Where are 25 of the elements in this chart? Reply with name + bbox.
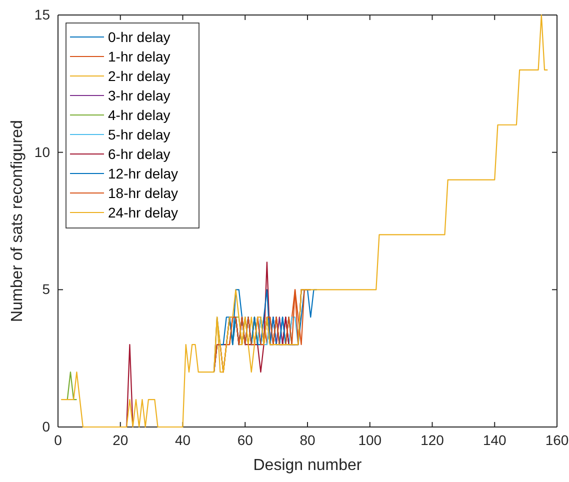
x-tick-label: 160: [545, 432, 569, 448]
y-tick-label: 5: [42, 281, 50, 298]
legend-label: 2-hr delay: [108, 68, 170, 84]
legend-label: 5-hr delay: [108, 126, 170, 142]
x-tick-label: 120: [420, 432, 444, 448]
legend-label: 4-hr delay: [108, 107, 170, 123]
legend-label: 12-hr delay: [108, 166, 178, 182]
y-tick-label: 0: [42, 418, 50, 434]
legend-label: 1-hr delay: [108, 48, 170, 64]
legend-label: 18-hr delay: [108, 185, 178, 201]
x-tick-label: 100: [358, 432, 382, 448]
x-tick-label: 60: [237, 432, 254, 448]
y-tick-label: 15: [34, 6, 50, 22]
x-tick-label: 20: [112, 432, 128, 448]
x-tick-label: 40: [174, 432, 191, 448]
x-tick-label: 80: [300, 432, 316, 448]
y-axis-title: Number of sats reconfigured: [9, 120, 26, 322]
legend-label: 6-hr delay: [108, 146, 170, 162]
x-axis-title: Design number: [253, 457, 362, 474]
legend-label: 24-hr delay: [108, 204, 178, 220]
x-tick-label: 140: [482, 432, 507, 448]
x-tick-label: 0: [54, 432, 62, 448]
legend-label: 0-hr delay: [108, 29, 170, 45]
legend-label: 3-hr delay: [108, 88, 170, 104]
y-tick-label: 10: [34, 144, 50, 160]
